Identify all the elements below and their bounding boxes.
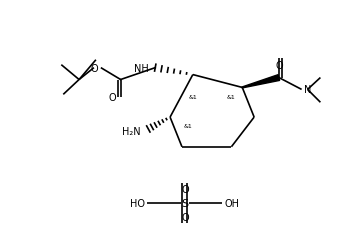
Text: O: O: [275, 60, 283, 70]
Text: N: N: [304, 85, 311, 95]
Text: HO: HO: [130, 198, 145, 208]
Text: O: O: [181, 212, 189, 222]
Text: OH: OH: [224, 198, 239, 208]
Text: &1: &1: [188, 94, 197, 100]
Text: H₂N: H₂N: [122, 127, 141, 136]
Text: O: O: [90, 64, 98, 73]
Text: O: O: [181, 184, 189, 195]
Text: O: O: [109, 93, 116, 103]
Text: S: S: [181, 198, 188, 208]
Text: &1: &1: [227, 94, 236, 100]
Text: &1: &1: [183, 123, 192, 128]
Text: NH: NH: [133, 64, 148, 73]
Polygon shape: [242, 75, 280, 88]
